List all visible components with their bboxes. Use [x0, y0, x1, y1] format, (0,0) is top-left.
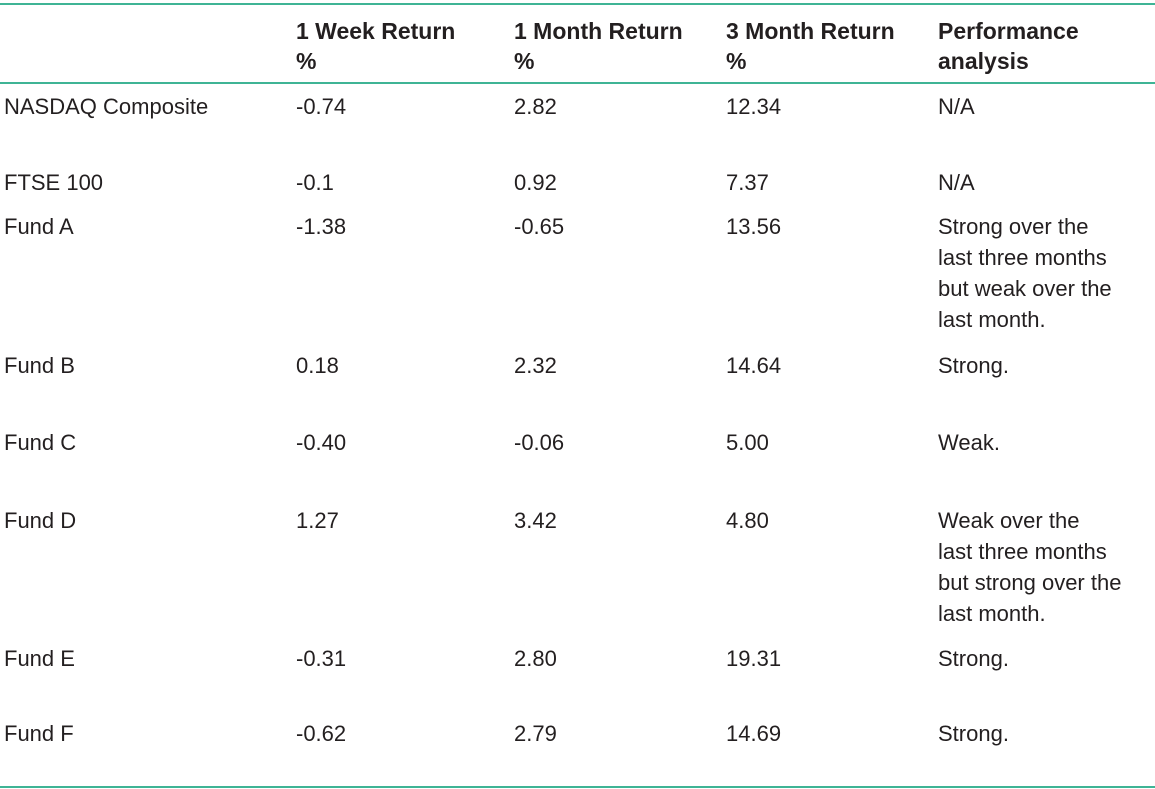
performance-analysis: Strong. — [938, 643, 1009, 674]
table-rule — [0, 3, 1155, 5]
analysis-line: Weak over the — [938, 508, 1080, 533]
month-return: -0.06 — [514, 430, 565, 455]
month-return: 2.32 — [514, 353, 557, 378]
week-return: -0.74 — [296, 94, 347, 119]
analysis-line: Strong. — [938, 353, 1009, 378]
fund-name: FTSE 100 — [4, 170, 104, 195]
analysis-line: N/A — [938, 170, 975, 195]
week-return: -1.38 — [296, 214, 347, 239]
three-month-return: 13.56 — [726, 214, 782, 239]
fund-name: Fund D — [4, 508, 77, 533]
three-month-return: 19.31 — [726, 646, 782, 671]
analysis-line: Strong. — [938, 721, 1009, 746]
analysis-line: last month. — [938, 601, 1046, 626]
three-month-return: 12.34 — [726, 94, 782, 119]
performance-analysis: Strong. — [938, 350, 1009, 381]
fund-name: Fund B — [4, 353, 75, 378]
header-performance-analysis: Performance analysis — [938, 16, 1079, 76]
performance-analysis: Strong over the last three months but we… — [938, 211, 1112, 335]
header-line: % — [296, 48, 317, 74]
month-return: 0.92 — [514, 170, 557, 195]
three-month-return: 5.00 — [726, 430, 769, 455]
fund-name: Fund C — [4, 430, 77, 455]
fund-name: NASDAQ Composite — [4, 94, 209, 119]
header-line: % — [726, 48, 747, 74]
analysis-line: N/A — [938, 94, 975, 119]
analysis-line: Weak. — [938, 430, 1000, 455]
week-return: -0.62 — [296, 721, 347, 746]
performance-analysis: N/A — [938, 167, 975, 198]
table-rule — [0, 82, 1155, 84]
month-return: 2.82 — [514, 94, 557, 119]
month-return: 2.79 — [514, 721, 557, 746]
header-line: 1 Week Return — [296, 18, 456, 44]
three-month-return: 14.69 — [726, 721, 782, 746]
performance-analysis: Strong. — [938, 718, 1009, 749]
analysis-line: last month. — [938, 307, 1046, 332]
header-line: 3 Month Return — [726, 18, 895, 44]
three-month-return: 7.37 — [726, 170, 769, 195]
week-return: -0.31 — [296, 646, 347, 671]
month-return: -0.65 — [514, 214, 565, 239]
performance-analysis: Weak over the last three months but stro… — [938, 505, 1121, 629]
header-line: analysis — [938, 48, 1029, 74]
analysis-line: last three months — [938, 245, 1107, 270]
table-rule — [0, 786, 1155, 788]
performance-analysis: Weak. — [938, 427, 1000, 458]
month-return: 3.42 — [514, 508, 557, 533]
header-line: % — [514, 48, 535, 74]
week-return: -0.1 — [296, 170, 334, 195]
analysis-line: Strong. — [938, 646, 1009, 671]
fund-name: Fund E — [4, 646, 75, 671]
fund-name: Fund F — [4, 721, 74, 746]
week-return: 0.18 — [296, 353, 339, 378]
header-line: Performance — [938, 18, 1079, 44]
three-month-return: 14.64 — [726, 353, 782, 378]
analysis-line: but strong over the — [938, 570, 1122, 595]
header-line: 1 Month Return — [514, 18, 683, 44]
week-return: -0.40 — [296, 430, 347, 455]
analysis-line: last three months — [938, 539, 1107, 564]
analysis-line: Strong over the — [938, 214, 1089, 239]
performance-analysis: N/A — [938, 91, 975, 122]
header-1-month-return: 1 Month Return % — [514, 16, 683, 76]
week-return: 1.27 — [296, 508, 339, 533]
fund-name: Fund A — [4, 214, 74, 239]
header-3-month-return: 3 Month Return % — [726, 16, 895, 76]
three-month-return: 4.80 — [726, 508, 769, 533]
analysis-line: but weak over the — [938, 276, 1112, 301]
month-return: 2.80 — [514, 646, 557, 671]
header-1-week-return: 1 Week Return % — [296, 16, 455, 76]
